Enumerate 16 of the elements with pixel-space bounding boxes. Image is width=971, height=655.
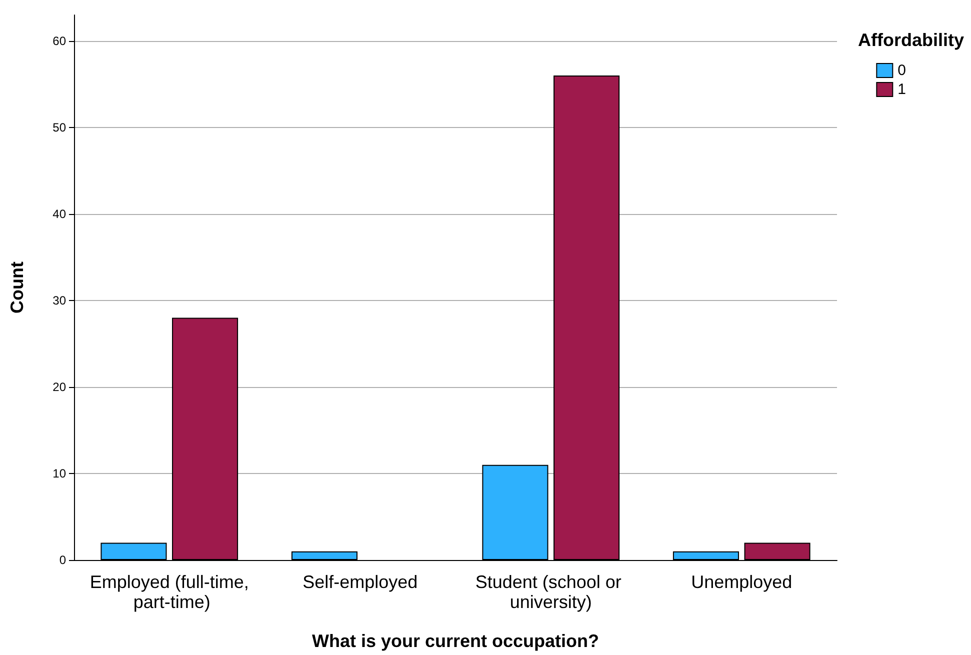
x-tick-label: Employed (full-time, part-time) — [90, 572, 249, 612]
y-tick-label: 40 — [52, 206, 66, 221]
y-tick-label: 30 — [52, 293, 66, 308]
x-tick-label: Student (school or university) — [475, 572, 626, 612]
y-tick-label: 0 — [59, 553, 66, 567]
x-axis-title: What is your current occupation? — [312, 631, 600, 651]
legend-label: 1 — [898, 81, 906, 98]
y-axis-title: Count — [7, 262, 27, 314]
x-tick-label: Self-employed — [302, 572, 418, 592]
y-tick-label: 60 — [52, 34, 66, 48]
legend-label: 0 — [898, 62, 906, 79]
y-tick-label: 20 — [52, 380, 66, 394]
legend-title: Affordability — [858, 30, 964, 50]
y-tick-label: 10 — [52, 466, 66, 480]
y-tick-label: 50 — [52, 120, 66, 134]
x-tick-label: Unemployed — [691, 572, 792, 592]
